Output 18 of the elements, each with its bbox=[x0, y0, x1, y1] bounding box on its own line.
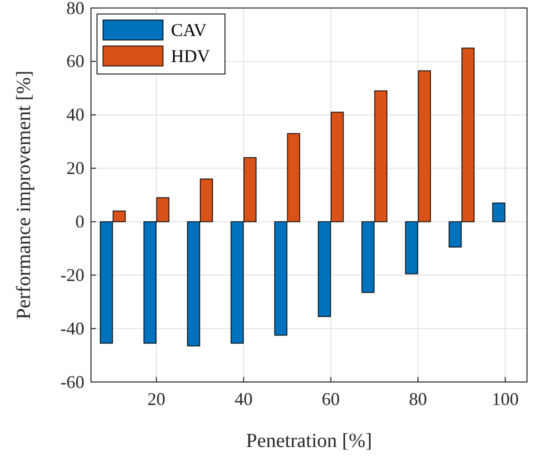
x-tick-label: 80 bbox=[409, 388, 427, 409]
y-tick-label: -20 bbox=[60, 264, 84, 285]
y-tick-label: 60 bbox=[66, 51, 84, 72]
x-tick-label: 60 bbox=[322, 388, 340, 409]
y-tick-label: 80 bbox=[66, 0, 84, 18]
y-tick-label: 0 bbox=[75, 211, 84, 232]
y-tick-label: -60 bbox=[60, 372, 84, 392]
y-tick-label: 40 bbox=[66, 104, 84, 125]
bar bbox=[492, 202, 506, 222]
legend-label: CAV bbox=[171, 20, 207, 40]
x-axis-title: Penetration [%] bbox=[246, 430, 372, 452]
y-tick-label: -40 bbox=[60, 318, 84, 338]
y-tick-label: 20 bbox=[66, 158, 84, 178]
y-axis-title: Performance improvement [%] bbox=[13, 70, 35, 320]
x-tick-label: 20 bbox=[147, 388, 166, 409]
x-tick-label: 40 bbox=[234, 388, 253, 409]
x-tick-label: 100 bbox=[492, 388, 519, 409]
legend-label: HDV bbox=[171, 46, 210, 66]
